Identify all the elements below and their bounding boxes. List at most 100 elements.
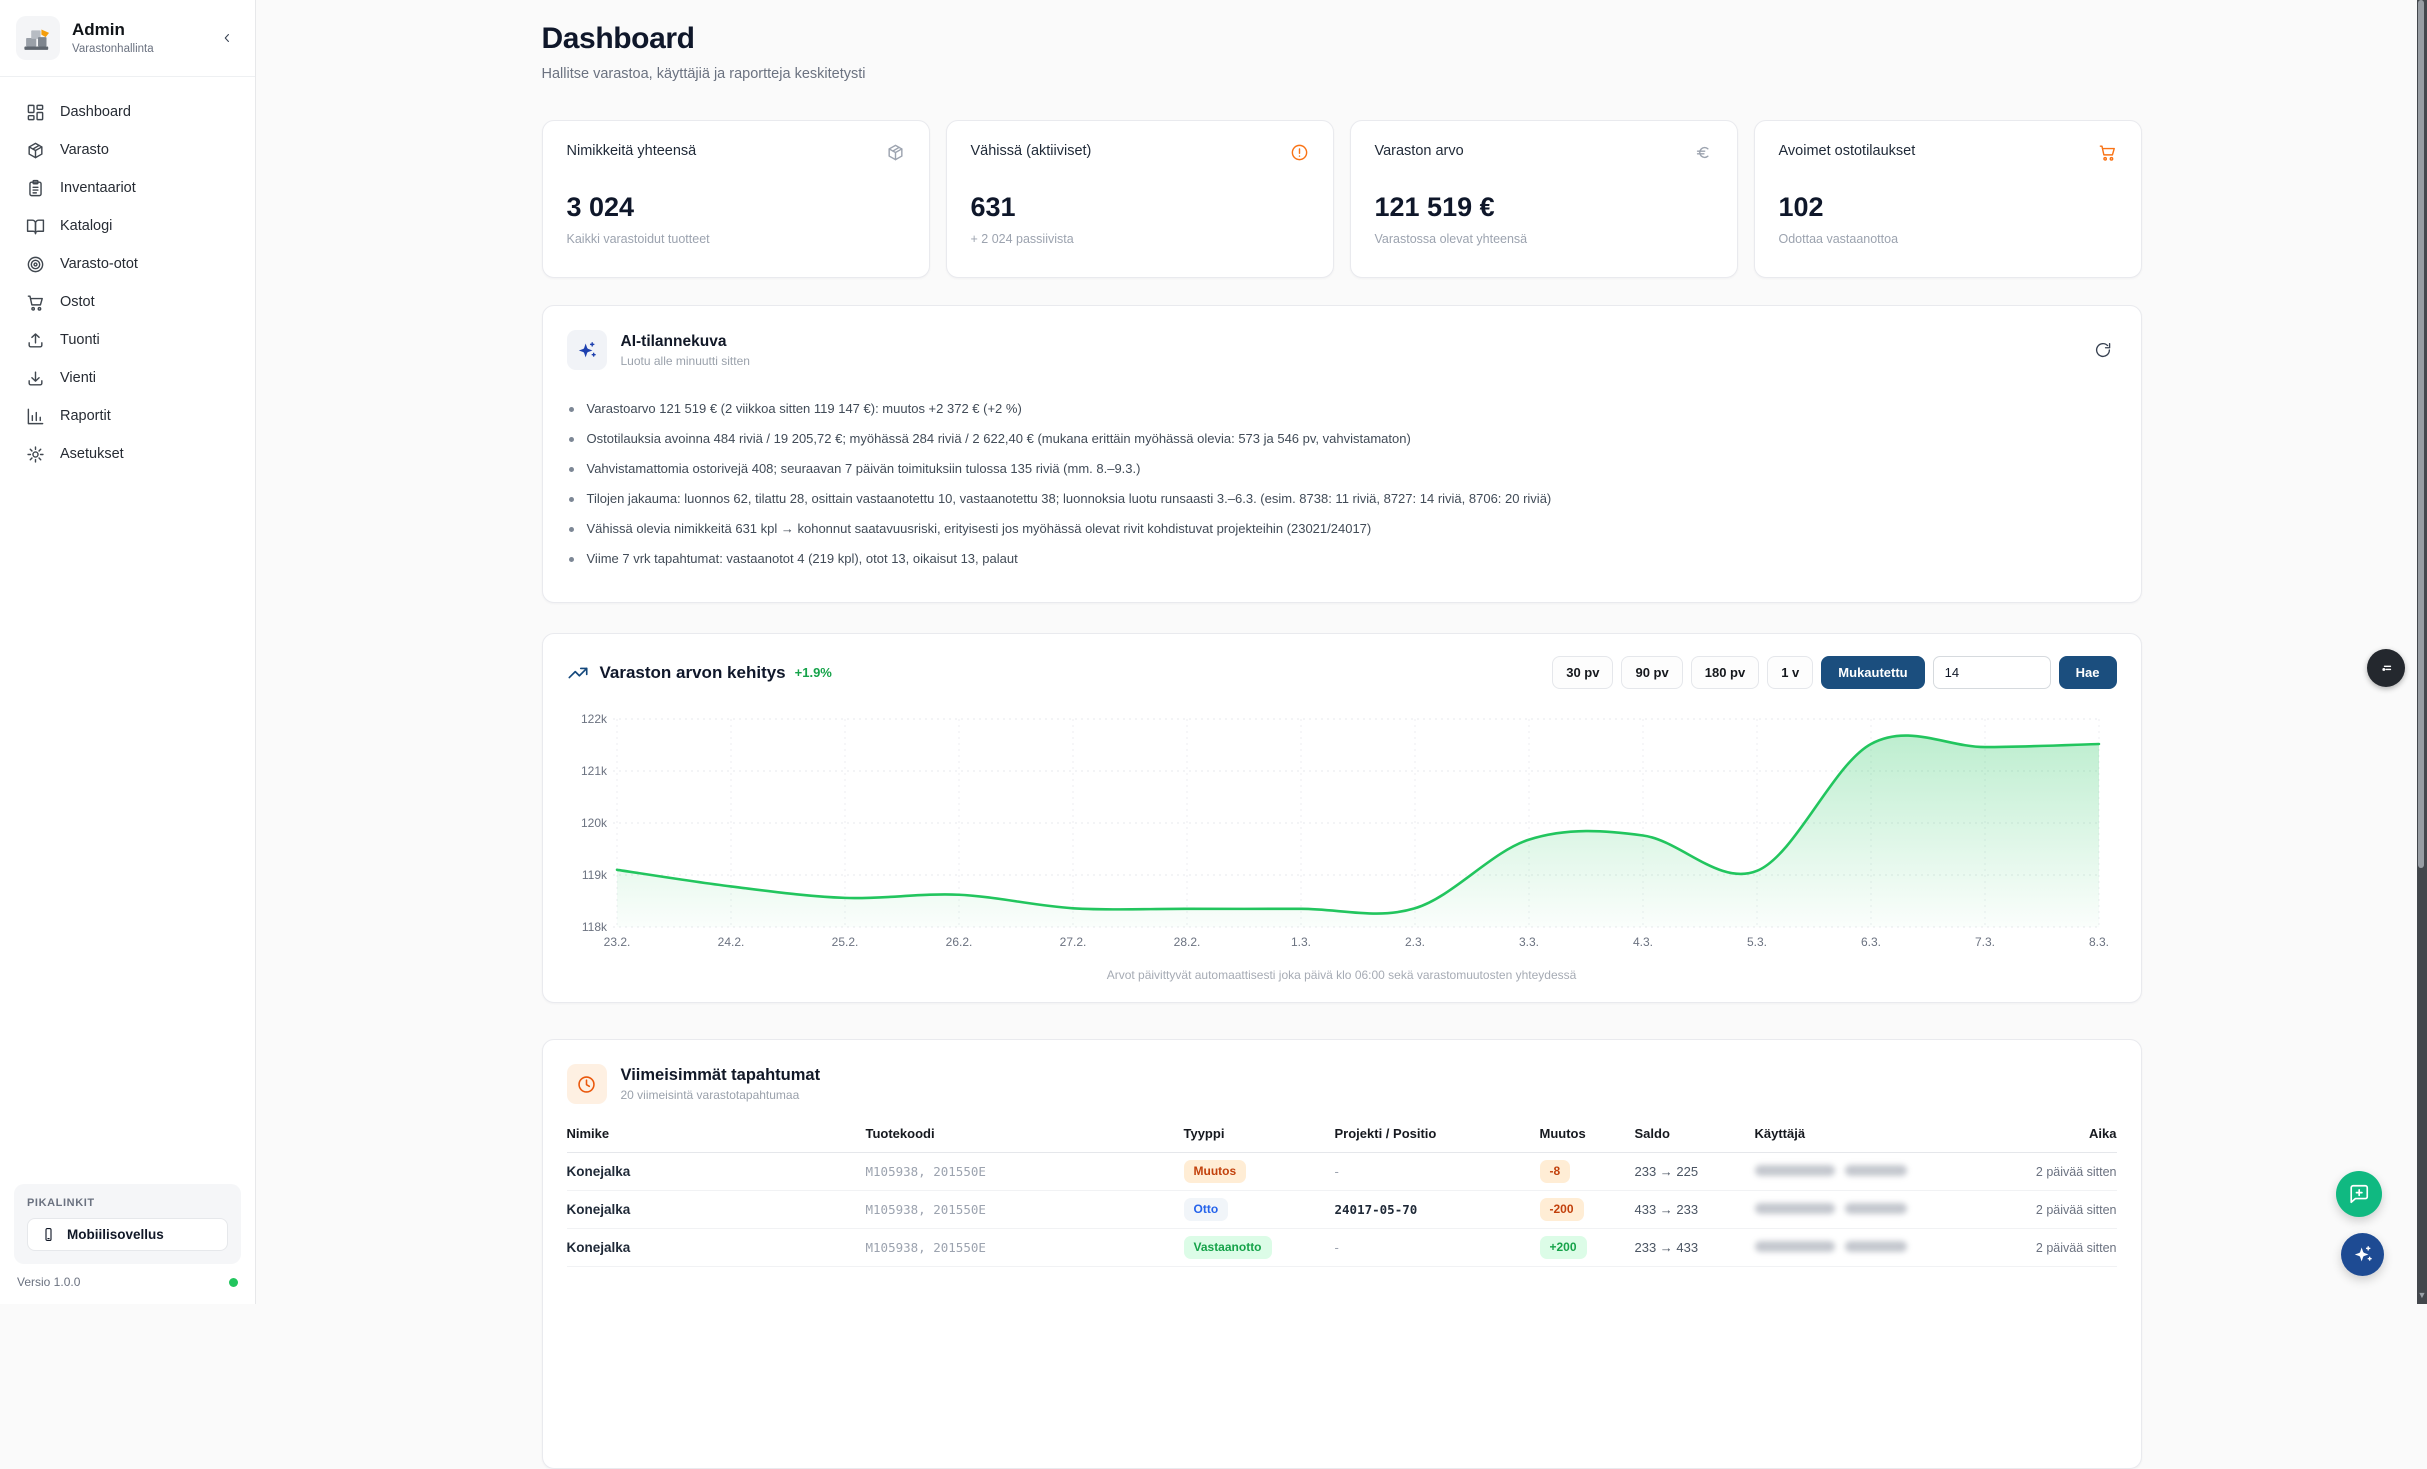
sidebar-item-label: Dashboard (60, 104, 131, 120)
area-chart: 118k 119k 120k 121k 122k 23.2. 24.2. 25.2. 26.2.… (580, 712, 2108, 949)
svg-text:121k: 121k (580, 764, 607, 778)
cell-projekti: - (1334, 1164, 1339, 1179)
feedback-widget-button[interactable] (2367, 649, 2405, 687)
svg-text:2.3.: 2.3. (1404, 935, 1424, 949)
version-label: Versio 1.0.0 (17, 1275, 81, 1289)
svg-text:7.3.: 7.3. (1974, 935, 1994, 949)
chevron-left-icon (220, 31, 234, 45)
stat-value: 102 (1778, 192, 1824, 222)
cell-tuotekoodi: M105938, 201550E (865, 1202, 986, 1217)
alert-icon (1290, 143, 1309, 162)
message-plus-icon (2348, 1183, 2370, 1205)
events-table-header: Nimike Tuotekoodi Tyyppi Projekti / Positio… (566, 1126, 2117, 1153)
ai-title: AI-tilannekuva (620, 332, 727, 350)
ai-summary-card: AI-tilannekuva Luotu alle minuutti sitte… (541, 305, 2142, 603)
sidebar-item-dashboard[interactable]: Dashboard (12, 93, 243, 131)
sidebar-item-label: Katalogi (60, 218, 113, 234)
page-title: Dashboard (541, 22, 696, 55)
user-redacted (1754, 1202, 1985, 1217)
svg-text:8.3.: 8.3. (2088, 935, 2108, 949)
sidebar-collapse-button[interactable] (215, 26, 239, 50)
events-title: Viimeisimmät tapahtumat (620, 1066, 821, 1084)
cell-tuotekoodi: M105938, 201550E (865, 1240, 986, 1255)
user-redacted (1754, 1240, 1985, 1255)
stat-label: Avoimet ostotilaukset (1778, 143, 1916, 159)
page-scrollbar[interactable]: ▼ (2417, 0, 2427, 1304)
table-row: Konejalka M105938, 201550E Vastaanotto -… (566, 1229, 2117, 1267)
main-area: Dashboard Hallitse varastoa, käyttäjiä j… (256, 0, 2427, 1469)
range-button-180-pv[interactable]: 180 pv (1690, 656, 1760, 689)
stat-subtext: + 2 024 passiivista (970, 232, 1074, 246)
stat-value: 121 519 € (1374, 192, 1495, 222)
scrollbar-thumb[interactable] (2418, 0, 2424, 868)
change-badge: -200 (1539, 1198, 1584, 1221)
phone-icon (41, 1227, 56, 1242)
scrollbar-down-arrow[interactable]: ▼ (2417, 1290, 2427, 1300)
cell-nimike: Konejalka (566, 1164, 631, 1179)
column-header-3: Projekti / Positio (1334, 1126, 1437, 1141)
sidebar-item-raportit[interactable]: Raportit (12, 397, 243, 435)
column-header-2: Tyyppi (1183, 1126, 1225, 1141)
chart-icon (26, 407, 45, 426)
gear-icon (26, 445, 45, 464)
sidebar-item-vienti[interactable]: Vienti (12, 359, 243, 397)
ai-fab-button[interactable] (2341, 1233, 2384, 1276)
chat-fab-button[interactable] (2336, 1171, 2382, 1217)
sidebar-item-varasto[interactable]: Varasto (12, 131, 243, 169)
type-badge: Muutos (1183, 1160, 1247, 1183)
sidebar-item-ostot[interactable]: Ostot (12, 283, 243, 321)
custom-days-input[interactable] (1932, 656, 2051, 689)
app-subtitle: Varastonhallinta (72, 43, 154, 56)
sidebar-item-inventaariot[interactable]: Inventaariot (12, 169, 243, 207)
stat-label: Vähissä (aktiiviset) (970, 143, 1092, 159)
stat-label: Varaston arvo (1374, 143, 1464, 159)
clipboard-icon (26, 179, 45, 198)
quicklinks-title: PIKALINKIT (27, 1197, 95, 1209)
sidebar-item-label: Varasto-otot (60, 256, 138, 272)
sidebar-nav: Dashboard Varasto Inventaariot Katalogi Vara… (0, 77, 255, 473)
euro-icon (1694, 143, 1713, 162)
range-button-30-pv[interactable]: 30 pv (1552, 656, 1614, 689)
download-icon (26, 369, 45, 388)
cart-icon (26, 293, 45, 312)
column-header-7: Aika (2089, 1126, 2117, 1141)
cell-aika: 2 päivää sitten (2035, 1240, 2117, 1255)
sidebar-item-label: Raportit (60, 408, 111, 424)
book-icon (26, 217, 45, 236)
bullet-dot (568, 407, 574, 412)
stat-subtext: Kaikki varastoidut tuotteet (566, 232, 710, 246)
clock-icon (576, 1074, 597, 1095)
cell-projekti: - (1334, 1240, 1339, 1255)
refresh-button[interactable] (2089, 336, 2117, 364)
ai-subtitle: Luotu alle minuutti sitten (620, 353, 750, 368)
package-icon (26, 141, 45, 160)
sidebar-item-label: Tuonti (60, 332, 100, 348)
cell-aika: 2 päivää sitten (2035, 1164, 2117, 1179)
sidebar-item-label: Inventaariot (60, 180, 136, 196)
chart-title: Varaston arvon kehitys (599, 662, 786, 682)
search-button[interactable]: Hae (2058, 656, 2117, 689)
stat-subtext: Varastossa olevat yhteensä (1374, 232, 1528, 246)
cell-nimike: Konejalka (566, 1240, 631, 1255)
range-button-1-v[interactable]: 1 v (1767, 656, 1814, 689)
sidebar-item-katalogi[interactable]: Katalogi (12, 207, 243, 245)
user-redacted (1754, 1164, 1985, 1179)
upload-icon (26, 331, 45, 350)
ai-bullet: Varastoarvo 121 519 € (2 viikkoa sitten … (568, 394, 2115, 424)
events-table-body: Konejalka M105938, 201550E Muutos - -8 2… (566, 1153, 2117, 1267)
custom-range-button[interactable]: Mukautettu (1821, 656, 1925, 689)
mobile-app-button[interactable]: Mobiilisovellus (27, 1218, 228, 1251)
cart-icon (2098, 143, 2117, 162)
svg-text:23.2.: 23.2. (603, 935, 630, 949)
sidebar-item-asetukset[interactable]: Asetukset (12, 435, 243, 473)
type-badge: Vastaanotto (1183, 1236, 1272, 1259)
app-name: Admin (72, 20, 125, 40)
svg-text:120k: 120k (580, 816, 607, 830)
bullet-dot (568, 557, 574, 562)
stat-cards-row: Nimikkeitä yhteensä 3 024 Kaikki varasto… (541, 120, 2142, 278)
svg-text:119k: 119k (581, 868, 607, 882)
sidebar-item-varasto-otot[interactable]: Varasto-otot (12, 245, 243, 283)
range-button-90-pv[interactable]: 90 pv (1621, 656, 1683, 689)
ai-bullet: Viime 7 vrk tapahtumat: vastaanotot 4 (2… (568, 544, 2115, 574)
sidebar-item-tuonti[interactable]: Tuonti (12, 321, 243, 359)
